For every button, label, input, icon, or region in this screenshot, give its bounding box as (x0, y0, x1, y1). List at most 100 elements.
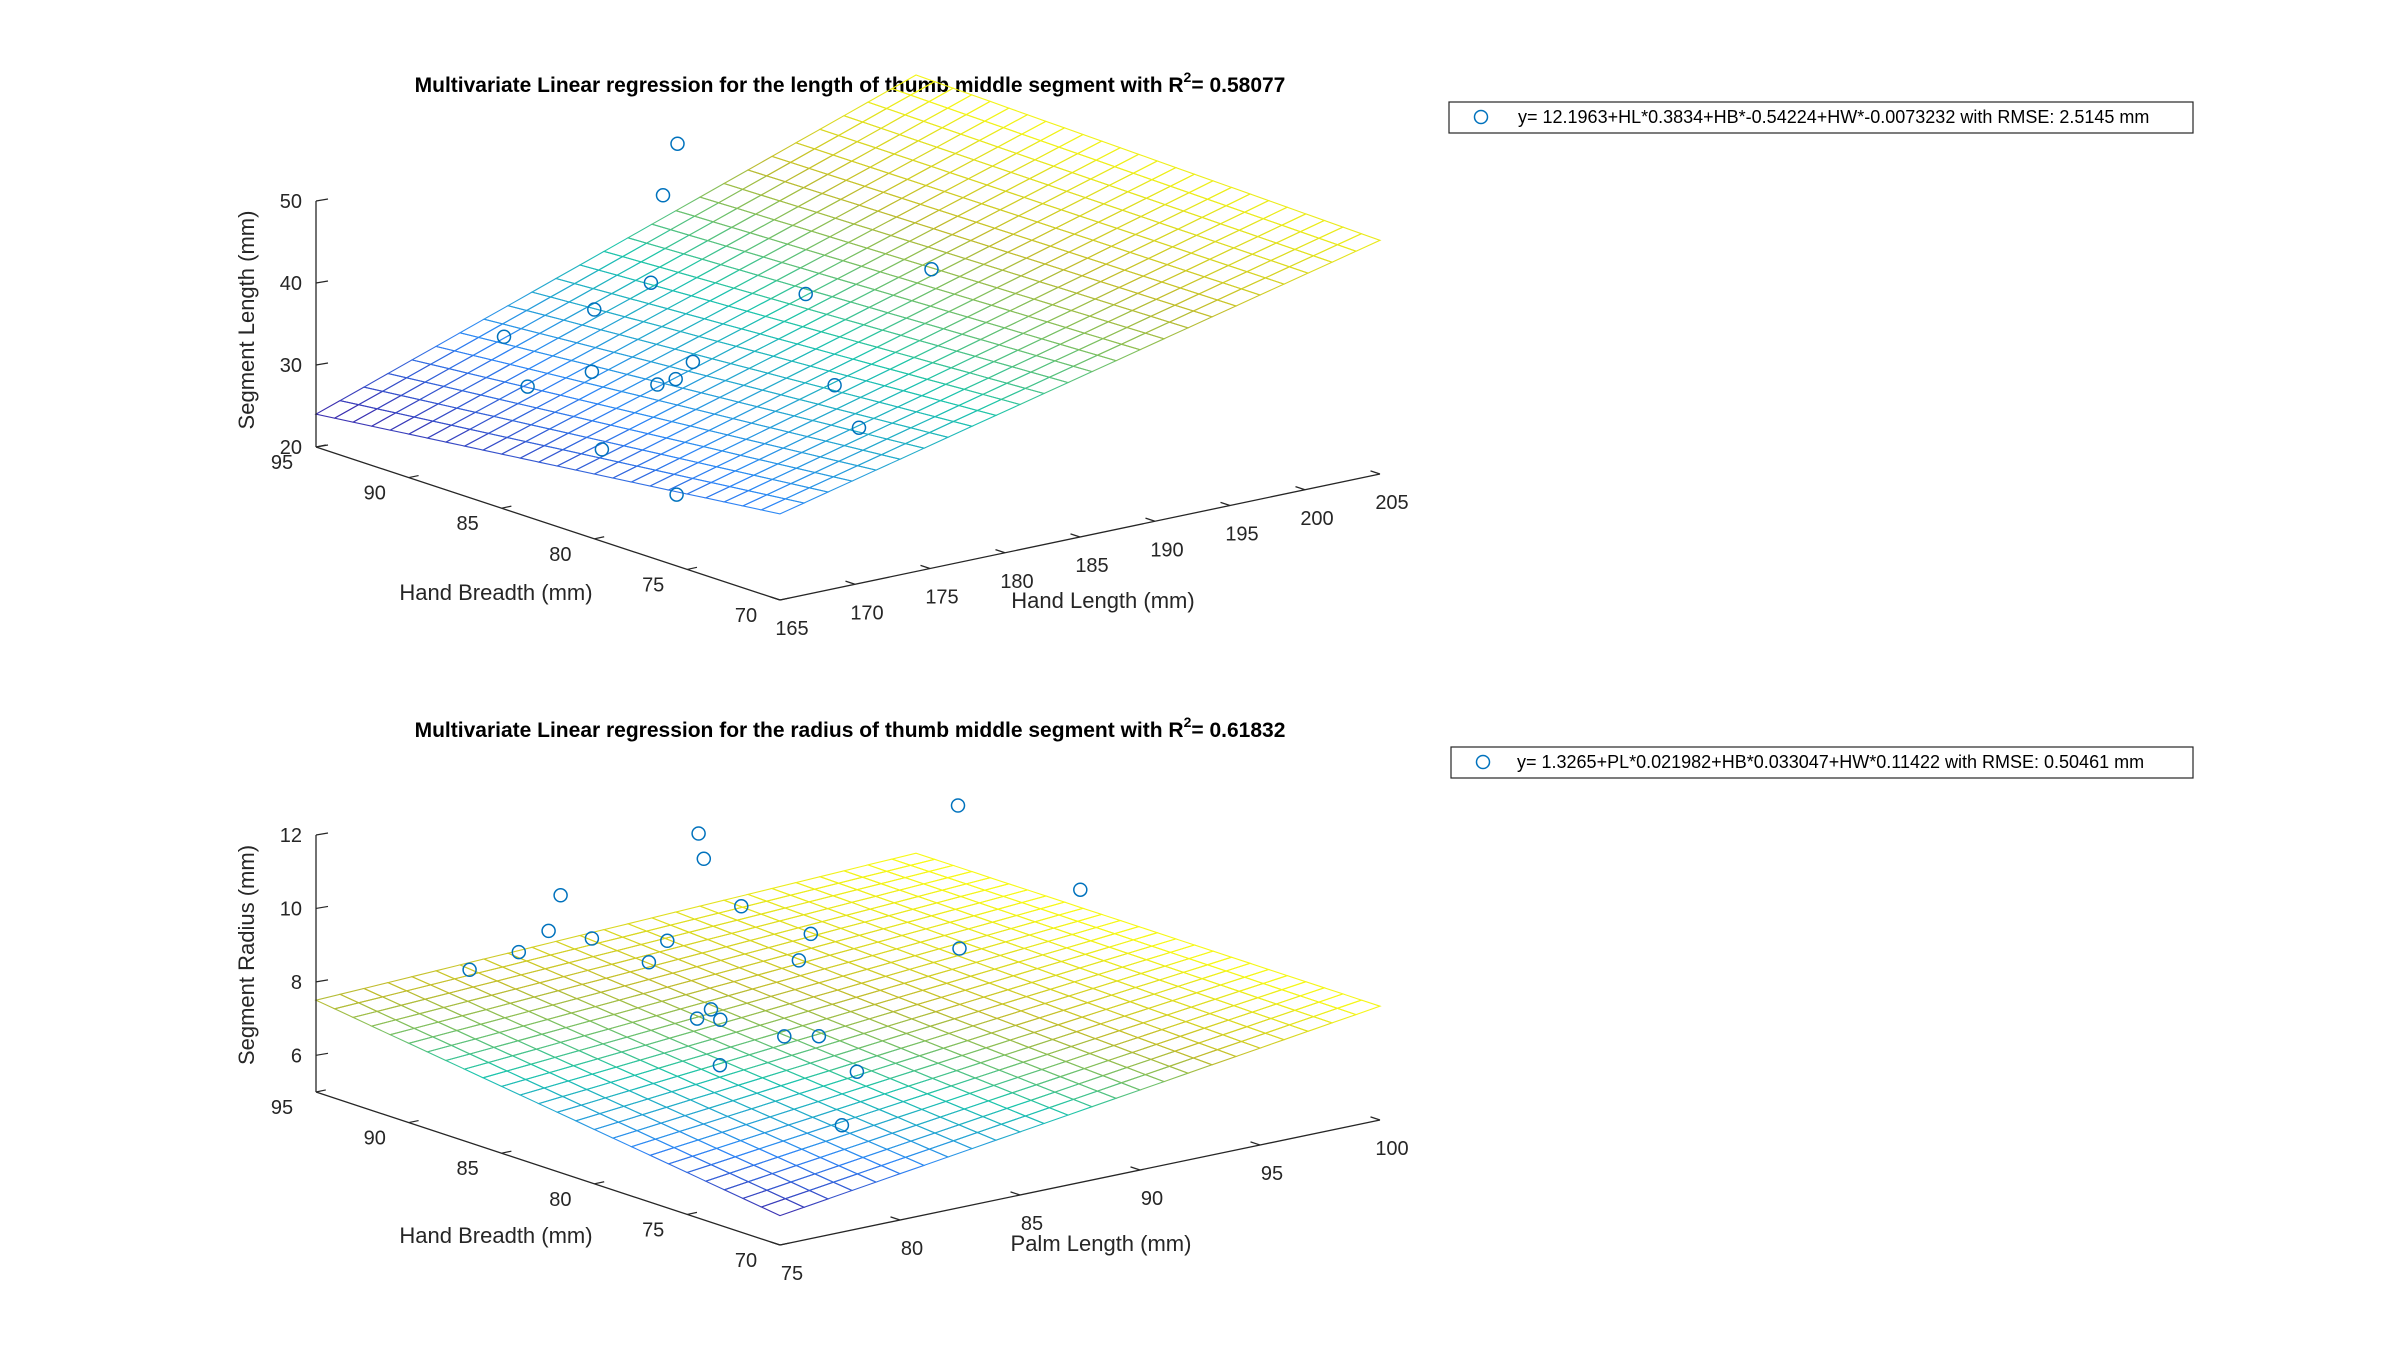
data-point (777, 1029, 792, 1044)
legend-entry: y= 12.1963+HL*0.3834+HB*-0.54224+HW*-0.0… (1518, 107, 2149, 127)
y-tick-label: 90 (364, 1128, 386, 1150)
z-tick (315, 1052, 329, 1056)
x-tick (1145, 517, 1156, 522)
z-tick (315, 905, 329, 910)
z-tick-label: 12 (280, 825, 302, 847)
z-tick (315, 832, 329, 836)
data-point (834, 1117, 850, 1133)
data-point (689, 1011, 705, 1026)
y-tick-label: 95 (271, 452, 293, 474)
x-tick-label: 80 (901, 1238, 923, 1260)
plot-title-main: Multivariate Linear regression for the l… (415, 74, 1184, 97)
tick-labels: 165 170 175 180 185 190 195 200 205 70 75 80 85 90 952… (271, 191, 1409, 640)
z-tick-label: 50 (280, 191, 302, 213)
data-point (541, 923, 556, 939)
data-point (851, 420, 867, 435)
y-tick-label: 75 (642, 1219, 664, 1241)
axes (315, 198, 1381, 601)
data-point (641, 955, 657, 970)
x-tick (1370, 470, 1381, 475)
x-tick-label: 165 (775, 618, 808, 640)
legend-box (1448, 101, 2194, 134)
y-tick (594, 536, 605, 540)
data-point (791, 953, 807, 968)
plot-title: Multivariate Linear regression for the l… (415, 69, 1286, 97)
z-tick-label: 6 (291, 1045, 302, 1067)
surface-cell (890, 74, 936, 96)
x-tick-label: 85 (1021, 1213, 1043, 1235)
z-tick (315, 280, 329, 284)
x-tick-label: 90 (1141, 1188, 1163, 1210)
z-axis-label: Segment Length (mm) (234, 211, 259, 430)
plot-title-suffix: = 0.58077 (1191, 74, 1285, 97)
data-point (496, 329, 512, 345)
data-point (691, 826, 706, 841)
y-tick-label: 75 (642, 574, 664, 596)
x-tick (1295, 486, 1306, 491)
data-point (650, 377, 665, 392)
data-point (670, 136, 685, 151)
data-point (950, 798, 966, 813)
y-axis-line (315, 1091, 781, 1246)
legend[interactable]: y= 12.1963+HL*0.3834+HB*-0.54224+HW*-0.0… (1448, 101, 2194, 134)
data-point (803, 926, 819, 942)
y-tick-label: 80 (549, 544, 571, 566)
x-tick (1130, 1166, 1141, 1171)
plot-radius: Multivariate Linear regression for the r… (234, 714, 2194, 1285)
z-tick (315, 198, 329, 202)
surface-cell (890, 852, 937, 866)
x-tick (890, 1216, 901, 1221)
x-tick-label: 170 (850, 602, 883, 624)
x-tick-label: 175 (925, 587, 958, 609)
data-point (827, 377, 842, 393)
data-point (712, 1057, 728, 1073)
legend[interactable]: y= 1.3265+PL*0.021982+HB*0.033047+HW*0.1… (1450, 746, 2194, 779)
x-tick (920, 564, 931, 570)
legend-entry: y= 1.3265+PL*0.021982+HB*0.033047+HW*0.1… (1517, 752, 2144, 772)
x-tick (1070, 533, 1081, 538)
y-tick (779, 597, 790, 601)
x-tick (995, 549, 1006, 554)
plot-length: Multivariate Linear regression for the l… (234, 69, 2194, 640)
data-point (511, 944, 527, 960)
data-point (462, 962, 477, 978)
y-tick (687, 1211, 698, 1215)
x-tick-label: 195 (1225, 524, 1258, 546)
x-tick-label: 180 (1000, 571, 1033, 593)
y-tick (315, 1089, 326, 1093)
z-tick-label: 30 (280, 355, 302, 377)
z-tick (315, 362, 329, 366)
plot-title: Multivariate Linear regression for the r… (415, 714, 1286, 742)
regression-surface (314, 852, 1382, 1217)
y-tick (408, 1119, 419, 1124)
legend-box (1450, 746, 2194, 779)
data-point (655, 188, 671, 203)
x-tick (1220, 501, 1231, 507)
z-tick (315, 979, 329, 983)
x-axis-line (779, 1119, 1381, 1246)
data-point (696, 851, 712, 867)
plot-title-sup: 2 (1184, 714, 1192, 730)
data-point (811, 1028, 827, 1044)
z-tick-label: 20 (280, 437, 302, 459)
tick-labels: 75 80 85 90 95 100 70 75 80 85 90 95 6 8 10 12 (271, 825, 1409, 1285)
y-tick (501, 1150, 512, 1154)
y-tick-label: 80 (549, 1189, 571, 1211)
data-points (462, 798, 1088, 1133)
data-point (1073, 882, 1088, 897)
x-tick-label: 100 (1375, 1138, 1408, 1160)
z-tick-label: 40 (280, 273, 302, 295)
data-point (669, 487, 684, 502)
x-tick (770, 596, 781, 601)
x-tick-label: 205 (1375, 492, 1408, 514)
data-point (798, 286, 813, 302)
x-tick (1010, 1191, 1021, 1196)
data-point (734, 899, 749, 914)
x-tick-label: 95 (1261, 1163, 1283, 1185)
x-tick (1250, 1141, 1261, 1146)
data-point (713, 1012, 728, 1028)
y-tick-label: 95 (271, 1097, 293, 1119)
y-tick (779, 1242, 790, 1246)
